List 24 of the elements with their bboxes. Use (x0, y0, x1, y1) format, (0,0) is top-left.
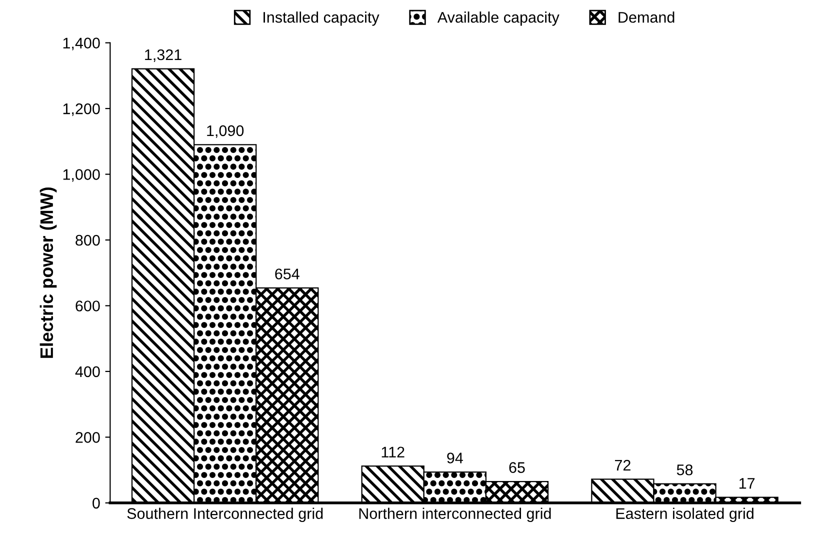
y-tick-label: 600 (76, 300, 100, 312)
x-tick-label: Eastern isolated grid (616, 508, 754, 522)
data-label: 1,090 (207, 125, 244, 138)
y-axis-title: Electric power (MW) (40, 187, 57, 358)
data-label: 1,321 (145, 49, 182, 62)
y-tick-label: 0 (92, 498, 100, 509)
x-tick-label: Northern interconnected grid (359, 508, 551, 522)
y-tick-label: 1,000 (63, 169, 100, 182)
legend-label: Available capacity (437, 12, 560, 26)
data-label: 654 (275, 268, 300, 280)
data-label: 94 (447, 452, 463, 464)
y-tick-label: 800 (76, 234, 100, 246)
data-label: 17 (739, 478, 755, 489)
data-label: 65 (509, 462, 525, 473)
x-tick-label: Southern Interconnected grid (127, 508, 323, 522)
y-tick-label: 400 (75, 366, 100, 378)
legend-label: Demand (618, 12, 674, 23)
data-label: 72 (614, 460, 630, 471)
y-tick-label: 1,200 (63, 103, 100, 116)
legend-label: Installed capacity (264, 12, 380, 26)
y-tick-label: 200 (76, 432, 100, 443)
data-label: 112 (382, 446, 404, 458)
data-label: 58 (676, 464, 693, 476)
y-tick-label: 1,400 (63, 38, 100, 50)
